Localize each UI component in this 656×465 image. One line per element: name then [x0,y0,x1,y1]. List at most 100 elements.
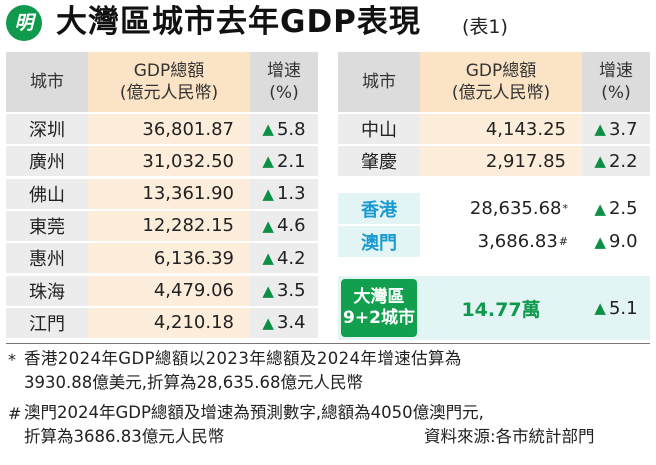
left-growth-cell: ▲ 3.4 [250,308,318,338]
gdp-value: 4,210.18 [153,312,234,334]
left-row-bg [6,146,88,177]
right-col-city-header: 城市 [338,52,420,112]
left-row-bg [88,146,250,177]
left-gdp-cell: 13,361.90 [88,179,250,209]
special-row-bg [338,193,420,224]
left-city-cell: 江門 [6,308,88,338]
up-triangle-icon: ▲ [594,299,606,317]
left-gdp-cell: 31,032.50 [88,146,250,176]
left-city-cell: 深圳 [6,114,88,144]
right-growth-cell: ▲ 3.7 [582,114,650,144]
up-triangle-icon: ▲ [262,152,274,171]
gba-label-1: 大灣區 [353,287,405,307]
left-row-bg [88,210,250,241]
city-name: 惠州 [29,249,65,271]
left-row-bg [250,275,318,306]
left-row-bg [6,307,88,338]
left-row-bg [88,243,250,274]
left-row-bg [6,243,88,274]
up-triangle-icon: ▲ [262,249,274,268]
city-name: 廣州 [29,152,65,174]
left-gdp-cell: 4,210.18 [88,308,250,338]
special-growth-cell: ▲ 2.5 [582,193,650,224]
table-number: (表1) [462,16,508,38]
gdp-value: 13,361.90 [142,183,234,205]
right-row-bg [582,114,650,144]
footnote-2-mark: # [8,404,22,423]
left-row-bg [250,243,318,274]
city-name: 肇慶 [361,152,397,174]
gdp-value: 36,801.87 [142,118,234,140]
right-row-bg [420,114,582,144]
right-header-growth-bg [582,52,650,112]
up-triangle-icon: ▲ [262,313,274,332]
left-row-bg [88,307,250,338]
right-header-city-bg [338,52,420,112]
left-col-gdp-label-1: GDP總額 [133,61,205,81]
left-col-gdp-label-2: (億元人民幣) [119,83,219,103]
left-row-bg [6,275,88,306]
left-growth-cell: ▲ 1.3 [250,179,318,209]
left-city-cell: 廣州 [6,146,88,176]
footnote-marker: * [562,202,569,215]
logo-badge: 明 [6,5,42,41]
left-gdp-cell: 36,801.87 [88,114,250,144]
right-city-cell: 肇慶 [338,146,420,176]
right-gdp-cell: 2,917.85 [420,146,582,176]
page-header: 明 大灣區城市去年GDP表現 (表1) [0,0,656,46]
footnote-1-line-1: 香港2024年GDP總額以2023年總額及2024年增速估算為 [24,349,462,368]
gba-total-value: 14.77萬 [461,298,541,321]
left-header-gdp-bg [88,52,250,112]
growth-value: 3.4 [276,312,306,334]
gdp-value: 2,917.85 [485,150,566,172]
left-gdp-cell: 6,136.39 [88,243,250,273]
right-col-growth-label-1: 增速 [599,61,633,81]
left-row-bg [250,178,318,209]
left-col-gdp-header: GDP總額 (億元人民幣) [88,52,250,112]
left-city-cell: 惠州 [6,243,88,273]
up-triangle-icon: ▲ [262,281,274,300]
footnote-2-line-1: 澳門2024年GDP總額及增速為預測數字,總額為4050億澳門元, [24,403,484,422]
left-growth-cell: ▲ 3.5 [250,276,318,306]
right-col-growth-header: 增速 (%) [582,52,650,112]
growth-value: 2.2 [608,150,638,172]
left-city-cell: 東莞 [6,211,88,241]
left-growth-cell: ▲ 4.2 [250,243,318,273]
special-gdp-cell: 3,686.83 # [420,226,582,257]
right-city-cell: 中山 [338,114,420,144]
footnote-marker: # [558,235,568,248]
special-growth-cell: ▲ 9.0 [582,226,650,257]
right-col-gdp-label-1: GDP總額 [465,61,537,81]
special-gdp-cell: 28,635.68 * [420,193,582,224]
gdp-value: 3,686.83 [477,231,558,252]
growth-value: 3.7 [608,118,638,140]
right-row-bg [338,114,420,144]
special-row-bg [420,193,582,224]
up-triangle-icon: ▲ [594,120,606,138]
up-triangle-icon: ▲ [594,152,606,171]
city-name: 珠海 [29,281,65,303]
left-col-growth-header: 增速 (%) [250,52,318,112]
left-row-bg [250,146,318,177]
right-col-gdp-label-2: (億元人民幣) [451,83,551,103]
gdp-value: 31,032.50 [142,150,234,172]
gba-total-cell: 14.77萬 [420,276,582,340]
left-header-growth-bg [250,52,318,112]
footnote-2-line-2: 折算為3686.83億元人民幣 [24,427,225,446]
city-name: 香港 [361,199,397,221]
right-growth-cell: ▲ 2.2 [582,146,650,176]
growth-value: 4.2 [276,247,306,269]
right-col-growth-label-2: (%) [601,83,631,103]
left-row-bg [88,114,250,144]
city-name: 深圳 [29,120,65,141]
left-growth-cell: ▲ 4.6 [250,211,318,241]
right-col-city-label: 城市 [362,72,396,92]
left-header-city-bg [6,52,88,112]
growth-value: 2.5 [608,198,638,219]
left-col-growth-label-1: 增速 [267,61,301,81]
left-row-bg [250,307,318,338]
logo-char: 明 [14,12,34,34]
left-col-growth-label-2: (%) [269,83,299,103]
left-row-bg [250,114,318,144]
gdp-value: 4,143.25 [485,118,566,140]
